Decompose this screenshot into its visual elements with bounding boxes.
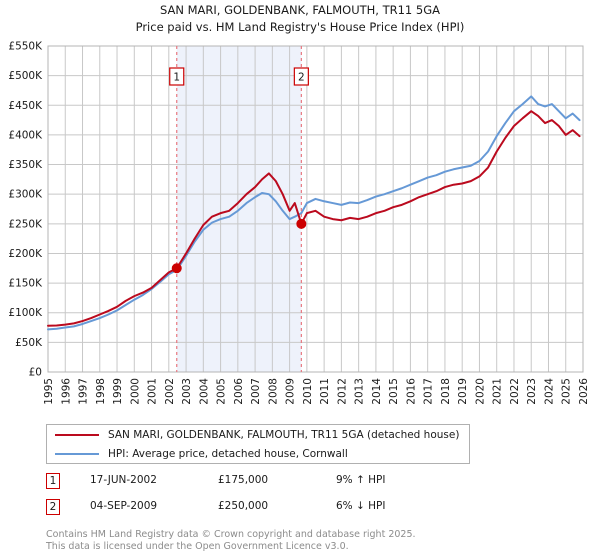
legend-swatch-property [55,434,99,436]
x-axis-tick-label: 2023 [526,378,538,405]
y-axis-tick-label: £0 [29,367,42,379]
y-axis-tick-label: £300K [8,189,43,201]
legend-item-property: SAN MARI, GOLDENBANK, FALMOUTH, TR11 5GA… [47,425,469,445]
transaction-marker-box-1[interactable] [169,67,185,86]
x-axis-tick-label: 2026 [578,378,590,405]
x-axis-tick-label: 2015 [388,378,400,405]
chart-canvas: £0 £50K £100K £150K £200K £250K £300K £350K £400… [8,41,590,405]
x-axis-tick-label: 2025 [561,378,573,405]
y-axis-tick-label: £400K [8,129,43,141]
y-axis-tick-label: £150K [8,278,43,290]
page-title: SAN MARI, GOLDENBANK, FALMOUTH, TR11 5GA [159,3,441,17]
transaction-point-2[interactable] [296,218,307,229]
x-axis-tick-label: 2008 [267,378,279,405]
transaction-price-2: £250,000 [218,500,269,512]
x-axis-tick-label: 2011 [319,378,331,405]
x-axis-tick-label: 2010 [302,378,314,405]
y-axis-tick-label: £450K [8,100,43,112]
y-axis-tick-label: £100K [8,307,43,319]
legend-swatch-hpi [55,453,99,455]
table-row: 1 17-JUN-2002 £175,000 9% ↑ HPI [46,472,466,498]
x-axis-tick-label: 2024 [543,378,555,405]
x-axis-tick-label: 1997 [78,378,90,405]
x-axis-tick-label: 1996 [60,378,72,405]
transaction-hpi-delta-1: 9% ↑ HPI [336,474,386,486]
footer-line-2: This data is licensed under the Open Gov… [46,540,349,552]
transaction-marker-2: 2 [46,499,60,515]
legend-label-hpi: HPI: Average price, detached house, Corn… [108,448,348,460]
x-axis-tick-label: 2002 [164,378,176,405]
x-axis-tick-label: 2012 [336,378,348,405]
legend-label-property: SAN MARI, GOLDENBANK, FALMOUTH, TR11 5GA… [108,429,460,441]
y-axis-tick-label: £350K [8,159,43,171]
series-line-hpi [47,95,581,331]
chart-legend: SAN MARI, GOLDENBANK, FALMOUTH, TR11 5GA… [46,424,470,464]
page-subtitle: Price paid vs. HM Land Registry's House … [135,20,465,34]
transaction-marker-label-2: 2 [298,72,305,84]
x-axis-tick-label: 1999 [112,378,124,405]
transaction-date-2: 04-SEP-2009 [90,500,158,512]
x-axis-tick-label: 2013 [354,378,366,405]
plot-background [48,46,583,372]
x-axis-tick-label: 2019 [457,378,469,405]
x-axis-tick-label: 2022 [509,378,521,405]
x-axis-tick-label: 2001 [147,378,159,405]
x-axis-tick-label: 2006 [233,378,245,405]
y-axis-tick-label: £500K [8,70,43,82]
x-axis-tick-label: 1995 [43,378,55,405]
y-axis-tick-label: £50K [15,337,43,349]
transactions-table: 1 17-JUN-2002 £175,000 9% ↑ HPI 2 04-SEP… [46,472,466,524]
x-axis-tick-label: 2021 [492,378,504,405]
transaction-price-1: £175,000 [218,474,269,486]
footer-line-1: Contains HM Land Registry data © Crown c… [46,529,416,540]
transaction-point-1[interactable] [171,263,182,274]
transaction-hpi-delta-2: 6% ↓ HPI [336,500,386,512]
x-axis-tick-label: 2003 [181,378,193,405]
x-axis-tick-label: 2007 [250,378,262,405]
plot-border [47,45,584,373]
y-axis-tick-label: £550K [8,41,43,53]
x-axis-tick-label: 1998 [95,378,107,405]
legend-item-hpi: HPI: Average price, detached house, Corn… [47,444,469,464]
series-line-property [47,110,581,327]
y-axis-tick-label: £250K [8,218,43,230]
x-axis-tick-label: 2009 [285,378,297,405]
copyright-footer: Contains HM Land Registry data © Crown c… [46,529,586,552]
table-row: 2 04-SEP-2009 £250,000 6% ↓ HPI [46,498,466,524]
transaction-date-1: 17-JUN-2002 [90,474,157,486]
x-axis-tick-label: 2000 [129,378,141,405]
transaction-marker-1: 1 [46,473,60,489]
x-axis-tick-label: 2018 [440,378,452,405]
x-axis-tick-label: 2016 [405,378,417,405]
y-axis-tick-label: £200K [8,248,43,260]
x-axis-tick-label: 2020 [474,378,486,405]
chart-title-block: SAN MARI, GOLDENBANK, FALMOUTH, TR11 5GA… [0,2,600,36]
x-axis-tick-label: 2017 [423,378,435,405]
price-history-chart: £0 £50K £100K £150K £200K £250K £300K £350K £400… [8,41,590,405]
transaction-marker-label-1: 1 [173,72,180,84]
x-axis-tick-label: 2004 [198,378,210,405]
x-axis-tick-label: 2014 [371,378,383,405]
x-axis-tick-label: 2005 [216,378,228,405]
transaction-marker-box-2[interactable] [293,67,309,86]
